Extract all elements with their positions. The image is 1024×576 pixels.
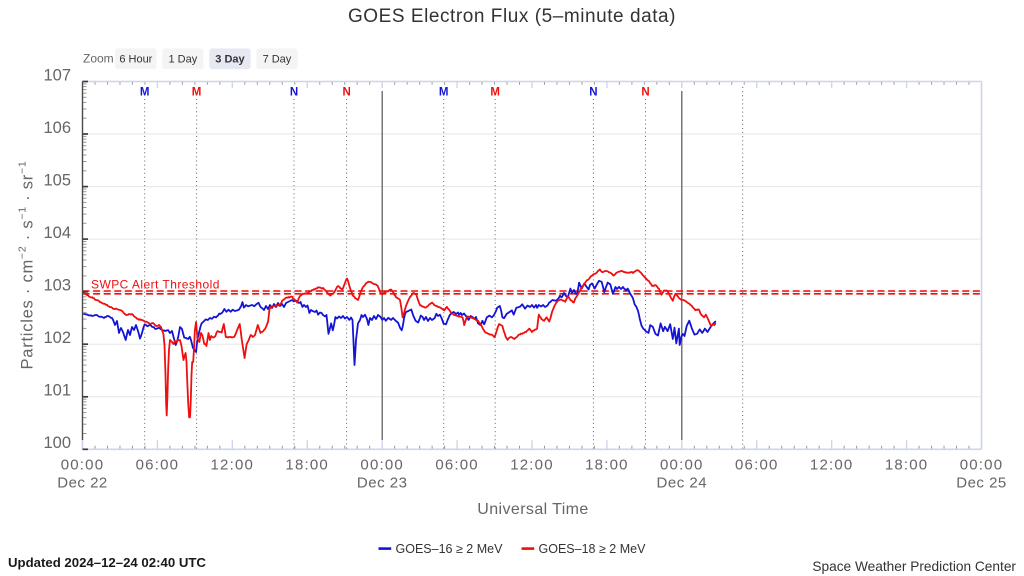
- svg-text:N: N: [290, 87, 298, 99]
- svg-text:N: N: [641, 87, 649, 99]
- svg-text:00:00: 00:00: [960, 457, 1004, 474]
- svg-text:Particles · cm−2 · s−1 · sr−1: Particles · cm−2 · s−1 · sr−1: [17, 161, 37, 370]
- svg-text:00:00: 00:00: [61, 457, 105, 474]
- svg-text:M: M: [140, 87, 150, 99]
- svg-text:M: M: [439, 87, 449, 99]
- svg-text:06:00: 06:00: [136, 457, 180, 474]
- svg-text:M: M: [490, 87, 500, 99]
- svg-text:Dec 24: Dec 24: [657, 475, 708, 492]
- svg-text:00:00: 00:00: [660, 457, 704, 474]
- svg-text:12:00: 12:00: [810, 457, 854, 474]
- svg-text:N: N: [342, 87, 350, 99]
- svg-text:Zoom: Zoom: [83, 52, 114, 66]
- svg-text:06:00: 06:00: [435, 457, 479, 474]
- svg-text:SWPC Alert Threshold: SWPC Alert Threshold: [91, 278, 220, 292]
- svg-text:GOES Electron Flux (5–minute d: GOES Electron Flux (5–minute data): [348, 6, 676, 27]
- svg-text:00:00: 00:00: [360, 457, 404, 474]
- svg-text:106: 106: [43, 119, 71, 137]
- svg-text:105: 105: [43, 171, 71, 189]
- svg-text:GOES–16 ≥ 2 MeV: GOES–16 ≥ 2 MeV: [396, 542, 504, 556]
- svg-text:Universal Time: Universal Time: [477, 501, 588, 518]
- svg-text:M: M: [192, 87, 202, 99]
- svg-text:12:00: 12:00: [211, 457, 255, 474]
- svg-text:107: 107: [43, 66, 71, 84]
- svg-text:103: 103: [43, 277, 71, 295]
- svg-text:06:00: 06:00: [735, 457, 779, 474]
- svg-text:Updated 2024–12–24 02:40 UTC: Updated 2024–12–24 02:40 UTC: [8, 555, 206, 570]
- svg-text:18:00: 18:00: [285, 457, 329, 474]
- svg-text:3 Day: 3 Day: [215, 54, 245, 66]
- svg-text:18:00: 18:00: [885, 457, 929, 474]
- svg-text:7 Day: 7 Day: [263, 54, 292, 66]
- svg-text:102: 102: [43, 329, 71, 347]
- svg-text:104: 104: [43, 224, 71, 242]
- svg-text:Dec 25: Dec 25: [956, 475, 1007, 492]
- svg-text:101: 101: [43, 382, 71, 400]
- svg-text:1 Day: 1 Day: [168, 54, 197, 66]
- svg-text:GOES–18 ≥ 2 MeV: GOES–18 ≥ 2 MeV: [539, 542, 647, 556]
- svg-text:N: N: [589, 87, 597, 99]
- svg-text:18:00: 18:00: [585, 457, 629, 474]
- svg-text:Space Weather Prediction Cente: Space Weather Prediction Center: [812, 559, 1016, 574]
- svg-text:Dec 22: Dec 22: [57, 475, 108, 492]
- svg-text:100: 100: [43, 434, 71, 452]
- svg-text:Dec 23: Dec 23: [357, 475, 408, 492]
- svg-text:6 Hour: 6 Hour: [119, 54, 152, 66]
- svg-text:12:00: 12:00: [510, 457, 554, 474]
